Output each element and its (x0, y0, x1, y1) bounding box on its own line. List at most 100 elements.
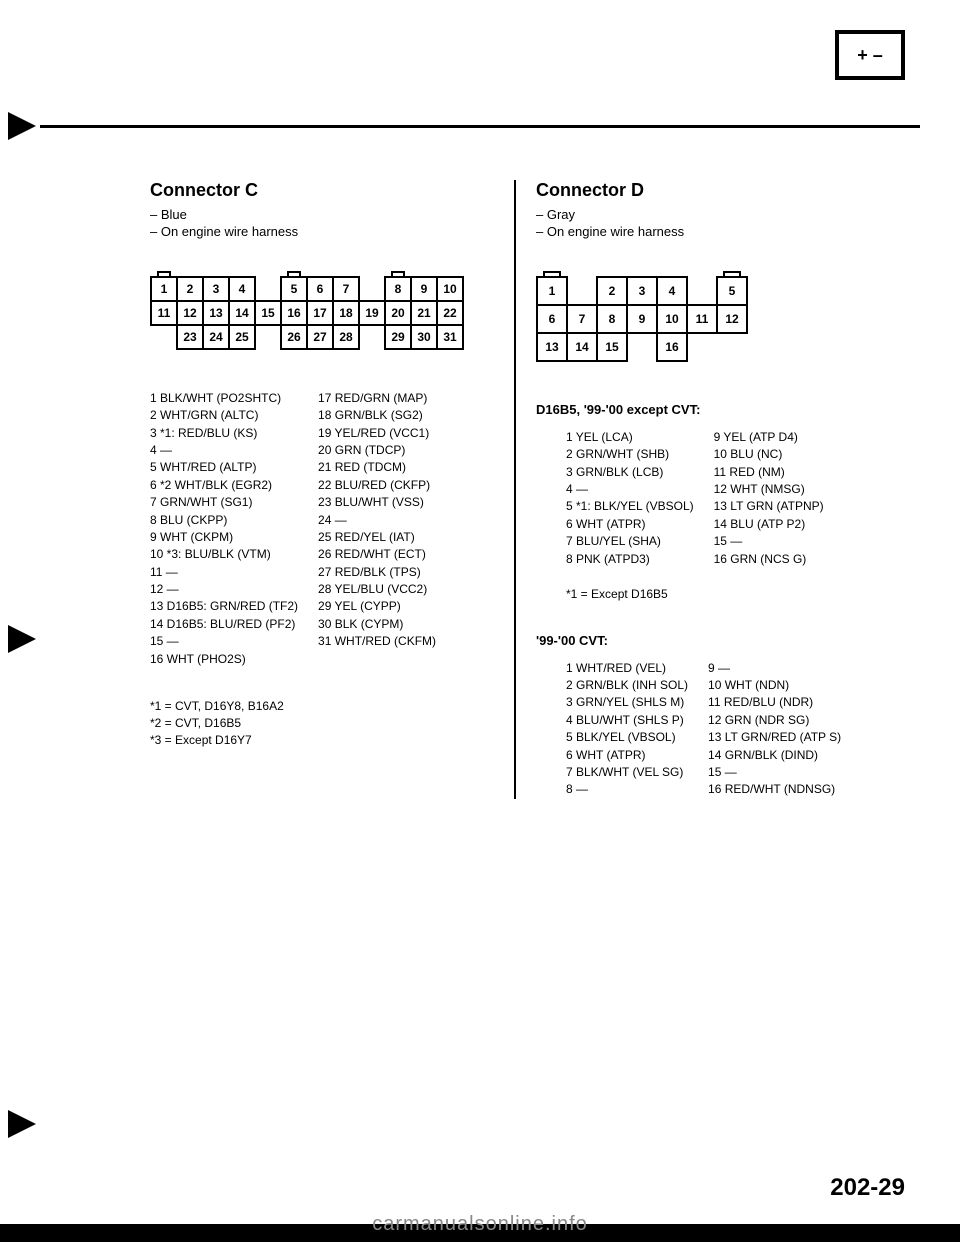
connector-c-footnotes: *1 = CVT, D16Y8, B16A2*2 = CVT, D16B5*3 … (150, 698, 494, 748)
watermark: carmanualsonline.info (0, 1213, 960, 1236)
wire-entry: 1 BLK/WHT (PO2SHTC) (150, 390, 298, 407)
wire-entry: 29 YEL (CYPP) (318, 598, 436, 615)
d16b5-footnote: *1 = Except D16B5 (566, 586, 880, 603)
pin-cell: 2 (597, 277, 627, 305)
pin-cell: 14 (229, 301, 255, 325)
pin-cell: 24 (203, 325, 229, 349)
wire-entry: 6 *2 WHT/BLK (EGR2) (150, 477, 298, 494)
wire-entry: 4 BLU/WHT (SHLS P) (566, 712, 688, 729)
wire-entry: 12 WHT (NMSG) (714, 481, 824, 498)
wire-entry: 11 — (150, 564, 298, 581)
wire-entry: 24 — (318, 512, 436, 529)
pin-cell: 23 (177, 325, 203, 349)
pin-cell: 8 (597, 305, 627, 333)
wire-entry: 14 BLU (ATP P2) (714, 516, 824, 533)
pin-cell: 12 (177, 301, 203, 325)
pin-cell (255, 325, 281, 349)
pin-cell: 25 (229, 325, 255, 349)
connector-d-pinout: 12345678910111213141516 (536, 271, 748, 362)
pin-cell: 20 (385, 301, 411, 325)
wire-entry: 10 WHT (NDN) (708, 677, 841, 694)
wire-entry: 1 YEL (LCA) (566, 429, 694, 446)
pin-cell (687, 277, 717, 305)
pin-cell: 28 (333, 325, 359, 349)
wire-entry: 9 — (708, 660, 841, 677)
d16b5-wires: 1 YEL (LCA)2 GRN/WHT (SHB)3 GRN/BLK (LCB… (566, 429, 880, 568)
pin-cell: 5 (281, 277, 307, 301)
pin-cell: 6 (307, 277, 333, 301)
pin-cell (717, 333, 747, 361)
wire-entry: 13 LT GRN/RED (ATP S) (708, 729, 841, 746)
footnote-line: *3 = Except D16Y7 (150, 732, 494, 749)
wire-entry: 14 D16B5: BLU/RED (PF2) (150, 616, 298, 633)
wire-entry: 4 — (150, 442, 298, 459)
wire-entry: 15 — (708, 764, 841, 781)
wire-entry: 11 RED/BLU (NDR) (708, 694, 841, 711)
connector-c-title: Connector C (150, 180, 494, 201)
connector-d-subtitle: – Gray – On engine wire harness (536, 207, 880, 241)
pin-cell: 13 (537, 333, 567, 361)
wire-entry: 14 GRN/BLK (DIND) (708, 747, 841, 764)
pin-cell: 13 (203, 301, 229, 325)
wire-entry: 11 RED (NM) (714, 464, 824, 481)
connector-c-wires: 1 BLK/WHT (PO2SHTC)2 WHT/GRN (ALTC)3 *1:… (150, 390, 494, 668)
margin-marker-mid (8, 625, 36, 653)
wire-list-right: 9 YEL (ATP D4)10 BLU (NC)11 RED (NM)12 W… (714, 429, 824, 568)
pin-cell: 31 (437, 325, 463, 349)
wire-list-left: 1 WHT/RED (VEL)2 GRN/BLK (INH SOL)3 GRN/… (566, 660, 688, 799)
footnote-line: *2 = CVT, D16B5 (150, 715, 494, 732)
wire-list-left: 1 BLK/WHT (PO2SHTC)2 WHT/GRN (ALTC)3 *1:… (150, 390, 298, 668)
connector-d-column: Connector D – Gray – On engine wire harn… (516, 180, 900, 799)
connector-d-title: Connector D (536, 180, 880, 201)
wire-entry: 12 — (150, 581, 298, 598)
pin-cell: 29 (385, 325, 411, 349)
cvt-wires: 1 WHT/RED (VEL)2 GRN/BLK (INH SOL)3 GRN/… (566, 660, 880, 799)
connector-c-column: Connector C – Blue – On engine wire harn… (130, 180, 516, 799)
pin-cell: 21 (411, 301, 437, 325)
pin-cell: 9 (627, 305, 657, 333)
page-header-icon: + – (835, 30, 905, 80)
wire-entry: 31 WHT/RED (CKFM) (318, 633, 436, 650)
connector-d-color: – Gray (536, 207, 880, 224)
pin-cell: 16 (657, 333, 687, 361)
connector-c-color: – Blue (150, 207, 494, 224)
pin-cell (255, 277, 281, 301)
wire-entry: 10 BLU (NC) (714, 446, 824, 463)
pin-cell (151, 325, 177, 349)
pin-cell: 15 (597, 333, 627, 361)
wire-entry: 13 LT GRN (ATPNP) (714, 498, 824, 515)
wire-entry: 16 WHT (PHO2S) (150, 651, 298, 668)
wire-entry: 16 RED/WHT (NDNSG) (708, 781, 841, 798)
wire-entry: 17 RED/GRN (MAP) (318, 390, 436, 407)
pin-cell: 8 (385, 277, 411, 301)
wire-entry: 3 GRN/BLK (LCB) (566, 464, 694, 481)
pin-cell: 7 (333, 277, 359, 301)
pin-cell: 10 (657, 305, 687, 333)
pin-cell (627, 333, 657, 361)
pin-cell: 18 (333, 301, 359, 325)
page-number: 202-29 (830, 1174, 905, 1202)
wire-entry: 8 BLU (CKPP) (150, 512, 298, 529)
wire-entry: 7 GRN/WHT (SG1) (150, 494, 298, 511)
wire-entry: 4 — (566, 481, 694, 498)
pin-cell: 16 (281, 301, 307, 325)
connector-c-subtitle: – Blue – On engine wire harness (150, 207, 494, 241)
wire-entry: 7 BLU/YEL (SHA) (566, 533, 694, 550)
d16b5-header: D16B5, '99-'00 except CVT: (536, 402, 880, 417)
pin-cell: 6 (537, 305, 567, 333)
wire-entry: 30 BLK (CYPM) (318, 616, 436, 633)
pin-cell (567, 277, 597, 305)
pin-cell: 19 (359, 301, 385, 325)
wire-entry: 3 GRN/YEL (SHLS M) (566, 694, 688, 711)
wire-entry: 20 GRN (TDCP) (318, 442, 436, 459)
pin-cell: 27 (307, 325, 333, 349)
wire-entry: 10 *3: BLU/BLK (VTM) (150, 546, 298, 563)
wire-entry: 16 GRN (NCS G) (714, 551, 824, 568)
wire-entry: 23 BLU/WHT (VSS) (318, 494, 436, 511)
wire-entry: 22 BLU/RED (CKFP) (318, 477, 436, 494)
pin-cell: 14 (567, 333, 597, 361)
wire-entry: 15 — (714, 533, 824, 550)
pin-cell: 4 (657, 277, 687, 305)
wire-entry: 19 YEL/RED (VCC1) (318, 425, 436, 442)
wire-list-right: 17 RED/GRN (MAP)18 GRN/BLK (SG2)19 YEL/R… (318, 390, 436, 668)
